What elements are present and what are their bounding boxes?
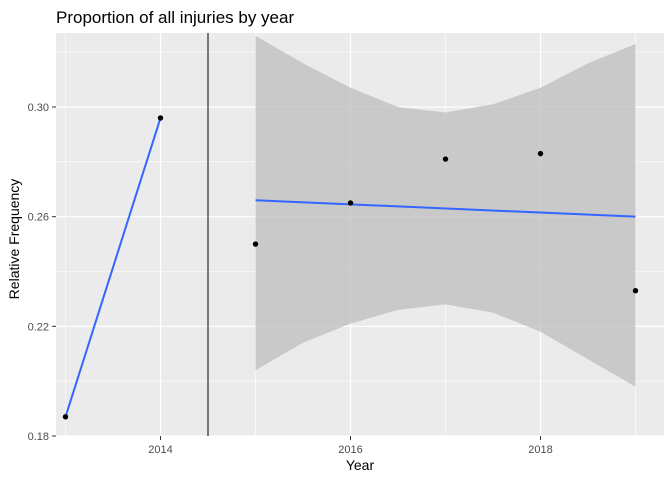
data-point xyxy=(442,156,449,162)
confidence-band-layer xyxy=(255,35,636,387)
data-point xyxy=(347,200,354,206)
y-axis-title: Relative Frequency xyxy=(6,179,22,300)
x-tick-label: 2016 xyxy=(338,444,362,456)
x-axis-title: Year xyxy=(346,457,375,473)
chart-title: Proportion of all injuries by year xyxy=(56,8,294,27)
x-tick-label: 2014 xyxy=(148,444,172,456)
y-tick-label: 0.30 xyxy=(28,102,49,114)
y-tick-label: 0.26 xyxy=(28,212,49,224)
data-point xyxy=(252,241,259,247)
data-points xyxy=(62,115,639,420)
confidence-band xyxy=(255,35,636,387)
data-point xyxy=(537,150,544,157)
y-tick-label: 0.18 xyxy=(28,431,49,443)
data-point xyxy=(632,288,639,294)
data-point xyxy=(157,115,164,121)
data-point xyxy=(62,414,69,420)
fit-line-layer xyxy=(64,117,636,418)
y-axis: 0.18 0.22 0.26 0.30 xyxy=(28,102,56,443)
fit-line-1 xyxy=(64,117,162,418)
y-tick-label: 0.22 xyxy=(28,321,49,333)
x-tick-label: 2018 xyxy=(528,444,552,456)
fit-line-2 xyxy=(255,199,636,218)
x-axis: 2014 2016 2018 xyxy=(148,436,553,456)
